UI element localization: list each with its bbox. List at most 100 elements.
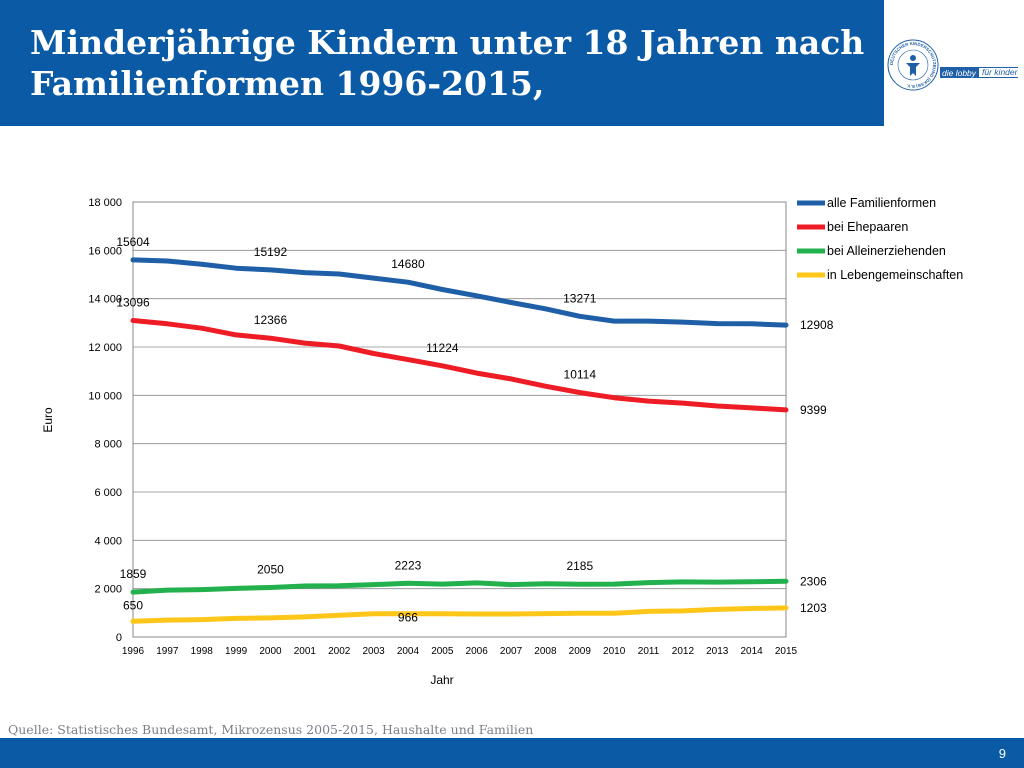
page-number: 9	[998, 746, 1006, 761]
data-point	[613, 583, 615, 585]
data-point	[338, 273, 340, 275]
data-point	[682, 402, 684, 404]
data-point	[201, 619, 203, 621]
tagline-part-2: für kinder	[979, 68, 1021, 77]
data-point	[716, 608, 718, 610]
data-point	[613, 320, 615, 322]
y-tick-label: 12 000	[88, 342, 122, 354]
data-point	[441, 613, 443, 615]
data-label: 650	[123, 598, 143, 612]
data-point	[166, 260, 168, 262]
y-tick-label: 2 000	[94, 584, 122, 596]
data-label: 12366	[254, 313, 288, 327]
data-point	[304, 585, 306, 587]
title-bar: Minderjährige Kindern unter 18 Jahren na…	[0, 0, 884, 126]
x-tick-label: 1996	[122, 646, 145, 657]
data-point	[407, 613, 409, 615]
data-point	[441, 583, 443, 585]
slide-title: Minderjährige Kindern unter 18 Jahren na…	[30, 23, 865, 103]
data-label: 9399	[800, 403, 827, 417]
tagline-part-1: die lobby	[942, 67, 977, 78]
x-tick-label: 2000	[259, 646, 282, 657]
y-tick-label: 8 000	[94, 439, 122, 451]
data-label: 10114	[564, 368, 597, 382]
data-point	[166, 619, 168, 621]
x-tick-label: 2013	[706, 646, 729, 657]
data-point	[476, 582, 478, 584]
data-point	[544, 308, 546, 310]
legend-label: alle Familienformen	[827, 196, 936, 210]
legend-label: bei Ehepaaren	[827, 220, 908, 234]
data-point	[544, 583, 546, 585]
series-line	[130, 605, 789, 624]
y-tick-label: 16 000	[88, 245, 122, 257]
data-point	[201, 263, 203, 265]
data-point	[476, 372, 478, 374]
data-point	[613, 397, 615, 399]
data-point	[785, 409, 787, 411]
data-point	[338, 345, 340, 347]
data-point	[201, 327, 203, 329]
data-point	[648, 320, 650, 322]
data-point	[682, 610, 684, 612]
data-point	[132, 320, 134, 322]
legend: alle Familienformen bei Ehepaaren bei Alle…	[797, 196, 963, 282]
data-point	[132, 259, 134, 261]
data-point	[373, 353, 375, 355]
data-point	[579, 315, 581, 317]
data-label: 15192	[254, 245, 288, 259]
legend-label: in Lebengemeinschaften	[827, 268, 963, 282]
data-point	[785, 580, 787, 582]
data-point	[716, 405, 718, 407]
data-label: 11224	[426, 341, 459, 355]
data-point	[407, 582, 409, 584]
data-point	[373, 277, 375, 279]
data-point	[269, 617, 271, 619]
data-point	[235, 587, 237, 589]
data-point	[166, 589, 168, 591]
data-label: 2306	[800, 574, 827, 588]
data-point	[132, 591, 134, 593]
x-tick-label: 2010	[603, 646, 626, 657]
series-line	[130, 578, 789, 595]
data-point	[269, 337, 271, 339]
x-tick-label: 1997	[156, 646, 179, 657]
data-point	[510, 613, 512, 615]
data-point	[785, 324, 787, 326]
x-tick-label: 2002	[328, 646, 351, 657]
data-point	[751, 607, 753, 609]
data-point	[510, 378, 512, 380]
data-point	[373, 613, 375, 615]
data-point	[751, 323, 753, 325]
data-point	[304, 342, 306, 344]
data-point	[269, 586, 271, 588]
y-tick-label: 18 000	[88, 197, 122, 209]
data-point	[682, 581, 684, 583]
series-line	[130, 257, 789, 328]
data-labels: 15604 15192 14680 13271 12908 13096 12366 11224…	[116, 235, 833, 625]
data-point	[441, 288, 443, 290]
data-label: 1203	[800, 601, 827, 615]
data-point	[510, 302, 512, 304]
data-label: 14680	[391, 257, 425, 271]
data-point	[166, 323, 168, 325]
data-point	[648, 400, 650, 402]
y-tick-label: 6 000	[94, 487, 122, 499]
y-tick-label: 14 000	[88, 294, 122, 306]
data-point	[269, 269, 271, 271]
data-point	[751, 581, 753, 583]
data-point	[648, 610, 650, 612]
x-axis-ticks: 1996 1997 1998 1999 2000 2001 2002 2003 2004 2005…	[122, 646, 798, 657]
x-axis-title: Jahr	[430, 673, 453, 687]
data-point	[235, 334, 237, 336]
data-point	[235, 267, 237, 269]
data-point	[579, 392, 581, 394]
data-point	[476, 295, 478, 297]
data-point	[304, 616, 306, 618]
x-tick-label: 2001	[294, 646, 317, 657]
series-layer	[130, 257, 789, 624]
data-point	[304, 272, 306, 274]
footer-bar: 9	[0, 738, 1024, 768]
data-point	[476, 613, 478, 615]
